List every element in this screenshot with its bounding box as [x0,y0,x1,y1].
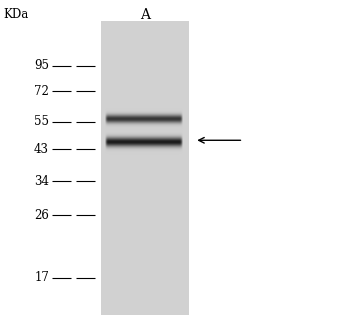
Text: 43: 43 [34,143,49,156]
Text: A: A [140,8,150,22]
Text: 26: 26 [34,209,49,221]
Text: 72: 72 [34,85,49,98]
Text: 95: 95 [34,59,49,72]
Text: 17: 17 [34,271,49,284]
Text: 34: 34 [34,175,49,188]
Text: KDa: KDa [3,8,29,21]
Text: 55: 55 [34,116,49,128]
Bar [101,21,189,315]
